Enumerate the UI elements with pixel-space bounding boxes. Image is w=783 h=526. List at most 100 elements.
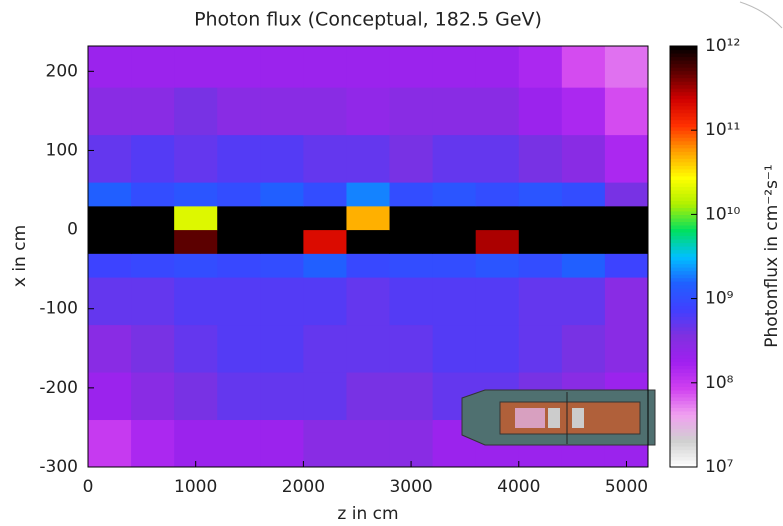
- heatmap-cell: [518, 253, 563, 278]
- colorbar-segment: [670, 81, 697, 86]
- heatmap-cell: [303, 419, 347, 468]
- colorbar-segment: [670, 414, 697, 419]
- heatmap-cell: [518, 134, 563, 183]
- colorbar-segment: [670, 49, 697, 54]
- colorbar-segment: [670, 288, 697, 293]
- heatmap-cell: [88, 46, 132, 88]
- colorbar-segment: [670, 267, 697, 272]
- y-tick-label: -100: [39, 299, 78, 319]
- colorbar-segment: [670, 298, 697, 303]
- colorbar-segment: [670, 323, 697, 328]
- heatmap-cell: [303, 229, 347, 254]
- colorbar-segment: [670, 123, 697, 128]
- heatmap-cell: [303, 46, 347, 88]
- heatmap-cell: [604, 182, 649, 207]
- heatmap-cell: [518, 324, 563, 373]
- inset-part: [572, 408, 584, 428]
- heatmap-cell: [88, 277, 132, 326]
- corner-decoration: [739, 1, 783, 29]
- y-tick-label: 0: [67, 220, 78, 240]
- chart-title: Photon flux (Conceptual, 182.5 GeV): [194, 9, 542, 31]
- heatmap-cell: [303, 205, 347, 231]
- heatmap-cell: [389, 87, 434, 136]
- colorbar-segment: [670, 196, 697, 201]
- heatmap-cell: [346, 253, 391, 278]
- colorbar-segment: [670, 242, 697, 247]
- heatmap-cell: [346, 419, 391, 468]
- heatmap-cell: [475, 205, 520, 231]
- heatmap-cell: [217, 182, 261, 207]
- heatmap-cell: [131, 419, 175, 468]
- colorbar-segment: [670, 302, 697, 307]
- heatmap-cell: [174, 253, 218, 278]
- colorbar-segment: [670, 449, 697, 454]
- heatmap-cell: [174, 46, 218, 88]
- colorbar-segment: [670, 431, 697, 437]
- colorbar-segment: [670, 407, 697, 412]
- colorbar-segment: [670, 56, 697, 61]
- colorbar-segment: [670, 316, 697, 321]
- heatmap-cell: [604, 87, 649, 136]
- colorbar-segment: [670, 182, 697, 187]
- heatmap-cell: [88, 134, 132, 183]
- heatmap-cell: [518, 182, 563, 207]
- heatmap-cell: [389, 46, 434, 88]
- heatmap-cell: [131, 134, 175, 183]
- heatmap-cell: [303, 134, 347, 183]
- colorbar-segment: [670, 417, 697, 422]
- heatmap-cell: [260, 46, 304, 88]
- heatmap-cell: [432, 229, 477, 254]
- heatmap-cell: [174, 205, 218, 231]
- colorbar-segment: [670, 91, 697, 96]
- colorbar-segment: [670, 175, 697, 180]
- heatmap-cell: [518, 46, 563, 88]
- plot-frame: [87, 45, 649, 468]
- x-tick-label: 1000: [174, 477, 217, 497]
- heatmap-cell: [217, 229, 261, 254]
- x-axis-label: z in cm: [337, 504, 398, 524]
- colorbar-segment: [670, 263, 697, 268]
- colorbar-segment: [670, 133, 697, 138]
- colorbar-segment: [670, 389, 697, 394]
- colorbar-segment: [670, 207, 697, 212]
- heatmap-cell: [174, 277, 218, 326]
- heatmap-cell: [346, 182, 391, 207]
- colorbar-segment: [670, 189, 697, 194]
- heatmap-cell: [389, 419, 434, 468]
- colorbar-segment: [670, 203, 697, 208]
- colorbar-segment: [670, 186, 697, 191]
- heatmap-cell: [432, 205, 477, 231]
- heatmap: [88, 46, 649, 468]
- heatmap-cell: [475, 87, 520, 136]
- heatmap-cell: [475, 229, 520, 254]
- heatmap-cell: [389, 182, 434, 207]
- heatmap-cell: [174, 419, 218, 468]
- colorbar-segment: [670, 456, 697, 461]
- colorbar-segment: [670, 53, 697, 58]
- heatmap-cell: [518, 277, 563, 326]
- heatmap-cell: [260, 87, 304, 136]
- colorbar-segment: [670, 228, 697, 233]
- heatmap-cell: [131, 372, 175, 421]
- heatmap-cell: [561, 46, 606, 88]
- heatmap-cell: [604, 46, 649, 88]
- colorbar-segment: [670, 161, 697, 166]
- colorbar-segment: [670, 221, 697, 226]
- heatmap-cell: [432, 324, 477, 373]
- heatmap-cell: [88, 205, 132, 231]
- detector-inset: [461, 389, 656, 446]
- heatmap-cell: [260, 182, 304, 207]
- inset-part: [548, 408, 560, 428]
- heatmap-cell: [217, 134, 261, 183]
- colorbar-segment: [670, 330, 697, 335]
- heatmap-cell: [475, 182, 520, 207]
- heatmap-cell: [217, 46, 261, 88]
- heatmap-cell: [389, 253, 434, 278]
- colorbar-segment: [670, 210, 697, 215]
- x-tick-label: 2000: [282, 477, 325, 497]
- heatmap-cell: [303, 253, 347, 278]
- colorbar-segment: [670, 442, 697, 447]
- colorbar-segment: [670, 333, 697, 338]
- heatmap-cell: [303, 182, 347, 207]
